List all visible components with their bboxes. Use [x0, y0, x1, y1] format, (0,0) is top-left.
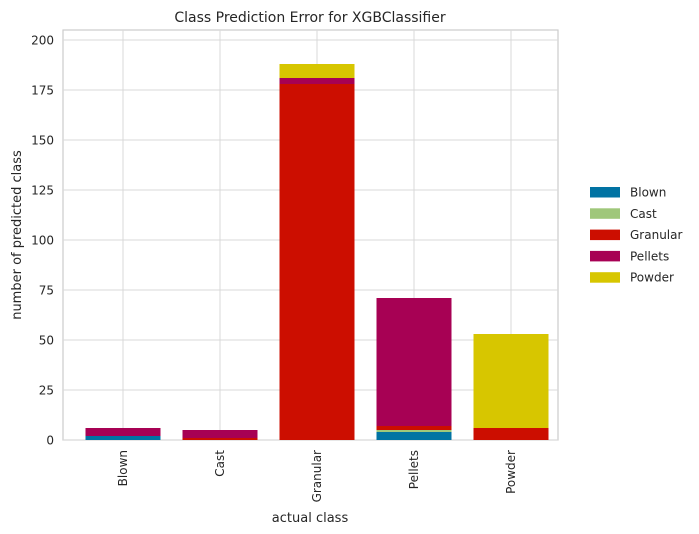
plot-area: 0 25 50 75 100 125 150 175 200 Blown Cast Granular…: [31, 29, 559, 503]
x-tick-label: Powder: [504, 450, 518, 494]
legend-swatch-powder: [590, 272, 620, 283]
y-tick-label: 200: [31, 34, 54, 48]
x-tick-label: Granular: [310, 450, 324, 502]
legend-swatch-pellets: [590, 250, 620, 262]
bar-granular-cast: [182, 438, 258, 440]
x-tick-labels: Blown Cast Granular Pellets Powder: [116, 450, 518, 503]
y-tick-label: 50: [39, 334, 54, 348]
bar-powder-granular: [279, 64, 355, 78]
legend-swatch-cast: [590, 208, 620, 219]
y-tick-label: 150: [31, 134, 54, 148]
legend-label-cast: Cast: [630, 207, 657, 221]
y-tick-label: 175: [31, 84, 54, 98]
bar-pellets-pellets: [376, 298, 452, 426]
legend: Blown Cast Granular Pellets Powder: [590, 186, 682, 285]
bar-blown-blown: [85, 436, 161, 440]
bar-cast-pellets: [376, 430, 452, 432]
legend-swatch-granular: [590, 229, 620, 241]
legend-label-pellets: Pellets: [630, 249, 669, 263]
y-tick-label: 75: [39, 284, 54, 298]
y-tick-label: 0: [46, 434, 54, 448]
x-tick-label: Pellets: [407, 450, 421, 489]
legend-label-powder: Powder: [630, 271, 674, 285]
y-tick-label: 100: [31, 234, 54, 248]
y-tick-label: 25: [39, 384, 54, 398]
bar-granular-granular: [279, 84, 355, 440]
bar-granular-pellets: [376, 426, 452, 430]
x-tick-label: Blown: [116, 450, 130, 486]
bar-granular-powder: [473, 428, 549, 440]
y-tick-label: 125: [31, 184, 54, 198]
y-axis-label: number of predicted class: [10, 150, 25, 320]
x-axis-label: actual class: [272, 511, 349, 526]
bar-powder-powder: [473, 334, 549, 428]
y-tick-labels: 0 25 50 75 100 125 150 175 200: [31, 34, 54, 448]
legend-swatch-blown: [590, 187, 620, 198]
bar-pellets-blown: [85, 428, 161, 436]
chart-title: Class Prediction Error for XGBClassifier: [174, 10, 446, 26]
x-tick-label: Cast: [213, 450, 227, 477]
bar-pellets-granular: [279, 78, 355, 84]
bars: [85, 64, 549, 440]
legend-label-blown: Blown: [630, 186, 666, 200]
bar-blown-pellets: [376, 432, 452, 440]
legend-label-granular: Granular: [630, 228, 682, 242]
bar-pellets-cast: [182, 430, 258, 438]
